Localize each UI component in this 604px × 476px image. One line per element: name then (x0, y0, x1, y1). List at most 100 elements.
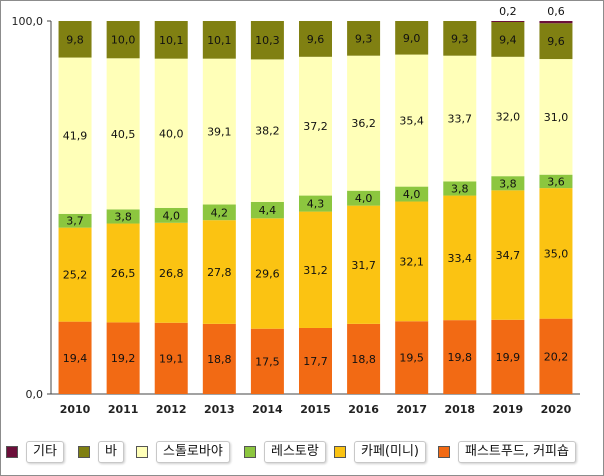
legend-label-other: 기타 (26, 441, 64, 463)
bar-segment-2015-3 (299, 56, 332, 196)
x-tick-label-2012: 2012 (156, 403, 187, 416)
bar-segment-2015-0 (299, 327, 332, 394)
legend: 기타 바 스톨로바야 레스토랑 카페(미니) 패스트푸드, 커피숍 (0, 437, 604, 471)
x-tick-label-2014: 2014 (252, 403, 283, 416)
data-label-2015-3: 37,2 (303, 120, 328, 133)
bar-segment-2016-3 (347, 55, 381, 191)
bar-segment-2010-2 (58, 213, 92, 228)
bar-segment-2017-1 (395, 201, 429, 322)
legend-label-restaurant: 레스토랑 (264, 441, 326, 463)
data-label-2017-4: 9,0 (403, 32, 421, 45)
bar-segment-2017-0 (395, 321, 429, 394)
data-label-2013-1: 27,8 (207, 266, 232, 279)
bar-segment-2010-0 (58, 321, 92, 394)
bar-segment-2016-0 (347, 323, 381, 394)
bar-segment-2020-4 (539, 23, 573, 60)
bar-segment-2012-1 (154, 222, 188, 323)
stacked-bar-chart: 0,0 100,0 19,4 25,2 3,7 41,9 9,8 2010 19,2 26,5 3,… (12, 5, 580, 416)
x-tick-label-2018: 2018 (444, 403, 475, 416)
data-label-2019-1: 34,7 (496, 249, 521, 262)
x-tick-label-2010: 2010 (60, 403, 91, 416)
data-label-2018-2: 3,8 (451, 182, 469, 195)
data-label-2013-3: 39,1 (207, 126, 232, 139)
legend-swatch-cafe (334, 446, 346, 458)
bar-segment-2014-4 (250, 21, 284, 60)
data-label-2011-2: 3,8 (114, 210, 132, 223)
data-label-2014-2: 4,4 (259, 204, 277, 217)
legend-item-cafe: 카페(미니) (334, 441, 426, 463)
data-label-2019-2: 3,8 (499, 177, 517, 190)
data-label-2019-5: 0,2 (499, 5, 517, 18)
bar-segment-2020-0 (539, 318, 573, 394)
data-label-2014-1: 29,6 (255, 268, 280, 281)
bar-segment-2019-2 (491, 176, 525, 191)
data-label-2011-3: 40,5 (111, 128, 136, 141)
data-label-2014-3: 38,2 (255, 125, 280, 138)
data-label-2017-1: 32,1 (399, 255, 424, 268)
data-label-2010-1: 25,2 (63, 269, 88, 282)
data-label-2017-3: 35,4 (399, 115, 424, 128)
legend-item-restaurant: 레스토랑 (244, 441, 326, 463)
data-label-2015-4: 9,6 (307, 33, 325, 46)
legend-swatch-bar (78, 446, 90, 458)
bar-segment-2010-3 (58, 57, 92, 214)
legend-swatch-other (6, 446, 18, 458)
data-label-2016-2: 4,0 (355, 192, 373, 205)
bar-segment-2011-3 (106, 58, 140, 210)
x-tick-label-2017: 2017 (396, 403, 427, 416)
bar-segment-2018-1 (443, 195, 477, 321)
data-label-2017-0: 19,5 (399, 352, 424, 365)
bar-segment-2015-2 (299, 195, 332, 212)
data-label-2011-0: 19,2 (111, 352, 136, 365)
data-label-2016-0: 18,8 (351, 353, 376, 366)
data-label-2011-1: 26,5 (111, 267, 136, 280)
bar-segment-2013-3 (202, 58, 236, 205)
y-tick-label-max: 100,0 (12, 15, 44, 28)
legend-swatch-fastfood (438, 446, 450, 458)
data-label-2020-4: 9,6 (547, 35, 565, 48)
bar-segment-2019-1 (491, 190, 525, 320)
data-label-2020-5: 0,6 (547, 5, 565, 18)
bar-segment-2011-1 (106, 223, 140, 323)
data-label-2015-0: 17,7 (303, 355, 328, 368)
data-label-2020-1: 35,0 (544, 247, 569, 260)
bar-segment-2016-2 (347, 190, 381, 206)
legend-swatch-restaurant (244, 446, 256, 458)
bar-segment-2014-1 (250, 218, 284, 329)
data-label-2010-3: 41,9 (63, 130, 88, 143)
bar-segment-2011-4 (106, 21, 140, 59)
data-label-2016-3: 36,2 (351, 117, 376, 130)
bar-segment-2019-0 (491, 319, 525, 394)
bar-segment-2011-2 (106, 209, 140, 224)
data-label-2020-3: 31,0 (544, 111, 569, 124)
data-label-2017-2: 4,0 (403, 188, 421, 201)
bar-segment-2014-3 (250, 59, 284, 202)
bar-segment-2018-4 (443, 21, 477, 56)
x-tick-label-2013: 2013 (204, 403, 235, 416)
data-label-2014-0: 17,5 (255, 355, 280, 368)
legend-label-bar: 바 (98, 441, 124, 463)
bar-segment-2010-1 (58, 227, 92, 322)
bar-segment-2015-4 (299, 21, 332, 57)
bar-segment-2020-2 (539, 174, 573, 189)
bar-segment-2017-4 (395, 21, 429, 55)
data-label-2016-1: 31,7 (351, 259, 376, 272)
bar-segment-2013-4 (202, 21, 236, 59)
data-label-2010-0: 19,4 (63, 352, 88, 365)
bar-segment-2017-3 (395, 54, 429, 187)
x-tick-label-2015: 2015 (300, 403, 331, 416)
bar-segment-2020-5 (539, 21, 573, 24)
bar-segment-2019-3 (491, 56, 525, 177)
bar-segment-2014-0 (250, 328, 284, 394)
legend-label-cafe: 카페(미니) (354, 441, 426, 463)
data-label-2010-4: 9,8 (66, 33, 84, 46)
data-label-2019-3: 32,0 (496, 110, 521, 123)
data-label-2013-2: 4,2 (211, 206, 229, 219)
x-tick-label-2016: 2016 (348, 403, 379, 416)
data-label-2012-1: 26,8 (159, 267, 184, 280)
data-label-2014-4: 10,3 (255, 34, 280, 47)
x-tick-label-2020: 2020 (541, 403, 572, 416)
data-label-2020-2: 3,6 (547, 175, 565, 188)
data-label-2018-1: 33,4 (448, 252, 473, 265)
bar-segment-2017-2 (395, 186, 429, 202)
